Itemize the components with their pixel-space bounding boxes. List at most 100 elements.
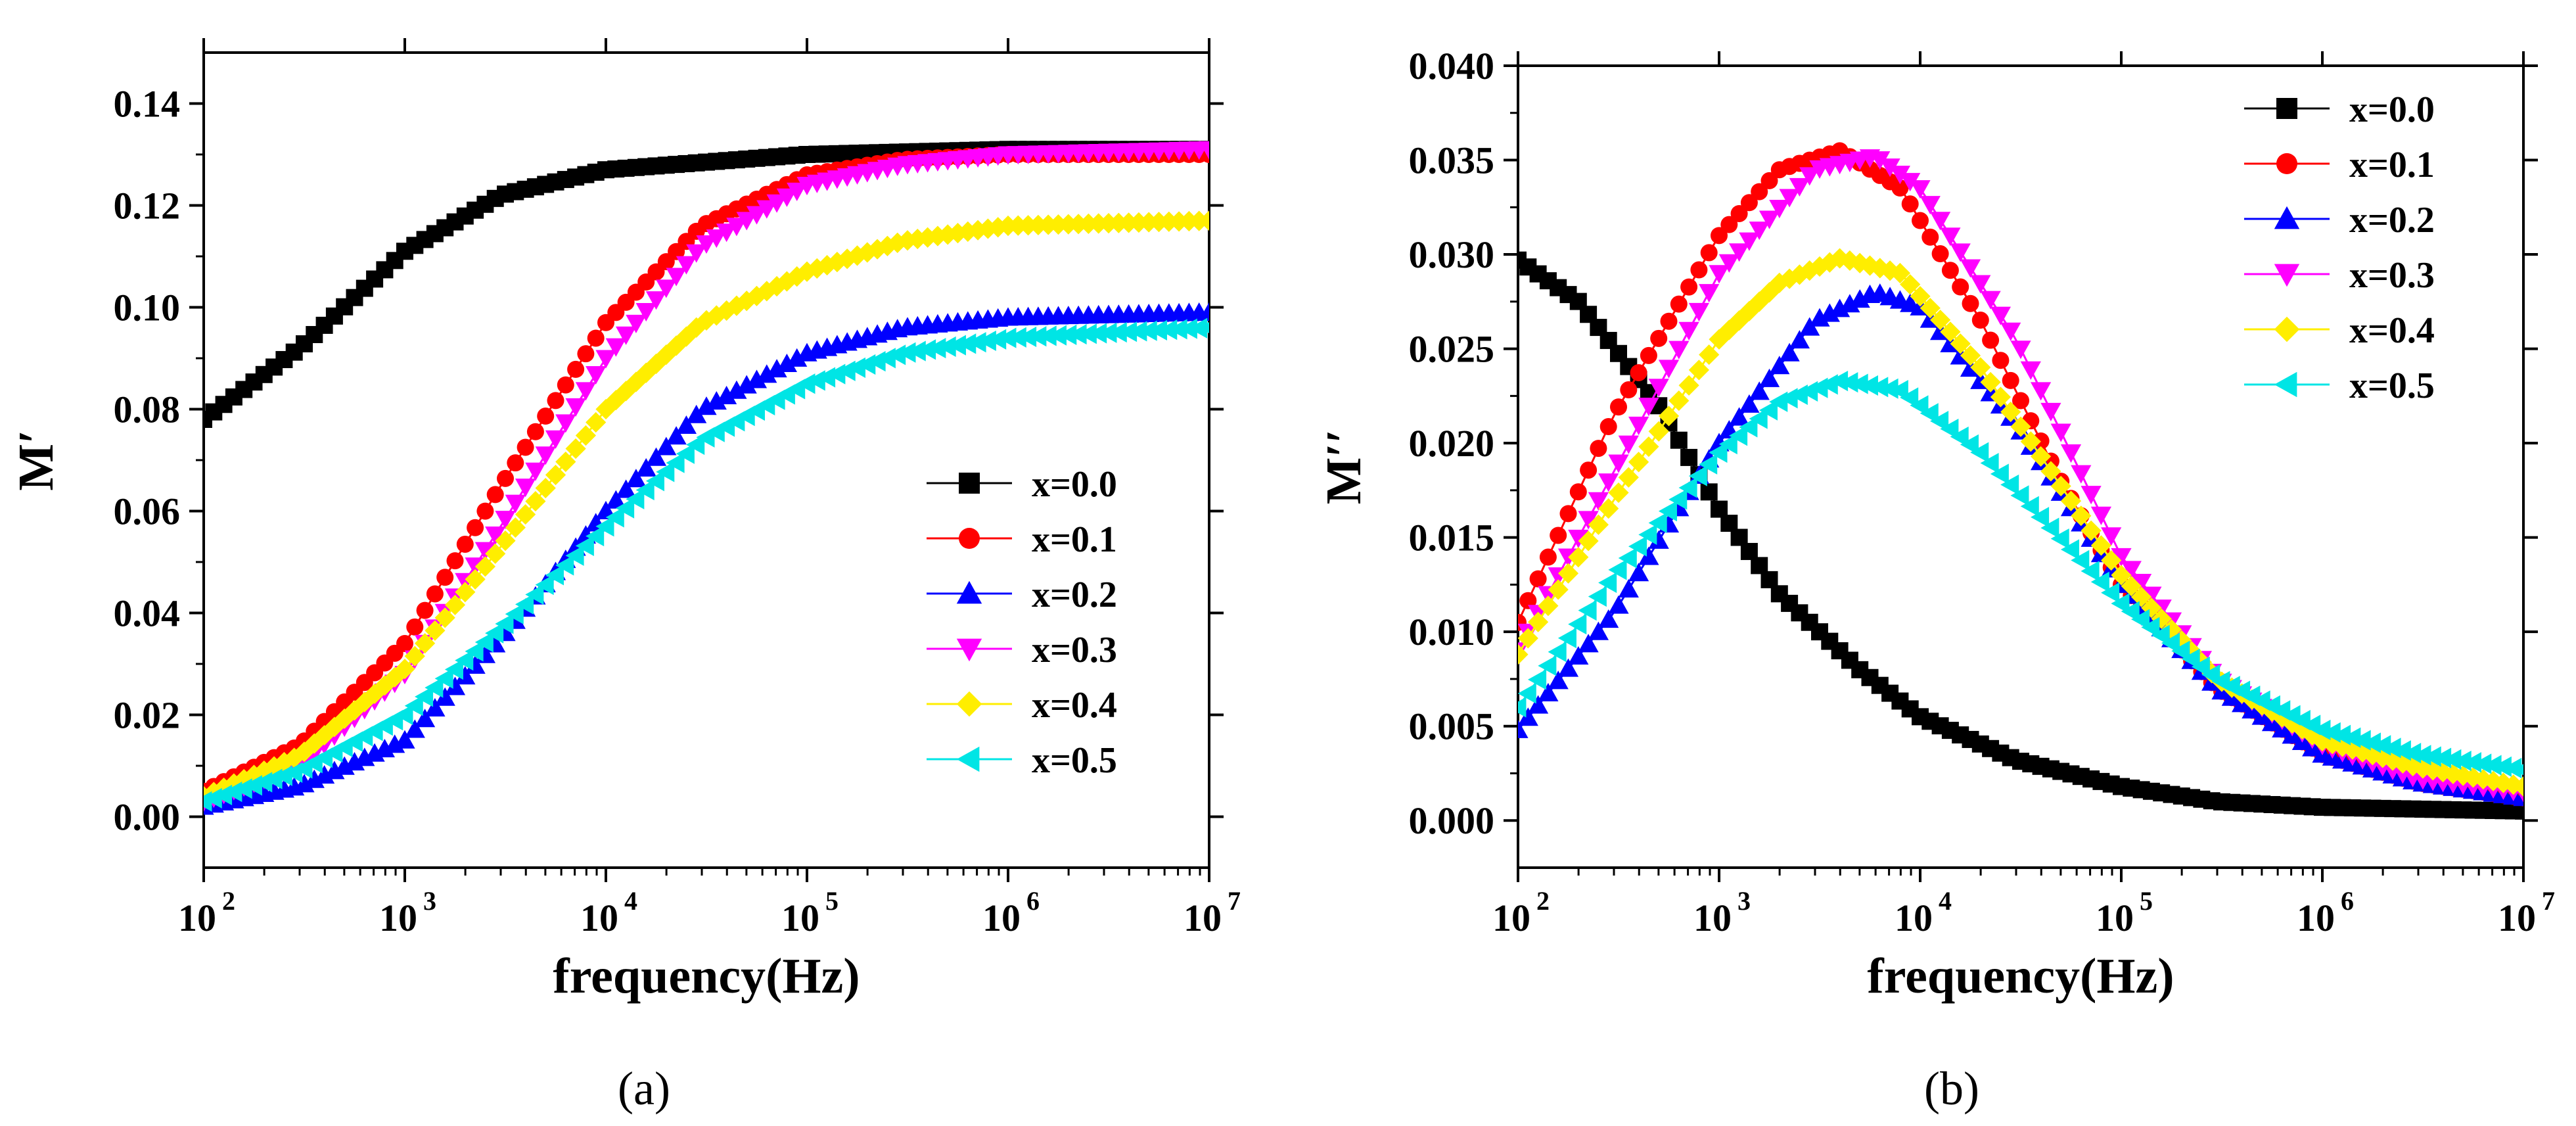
data-point [1578,599,1597,621]
data-point [535,575,554,596]
data-point [1578,634,1599,653]
data-point [1138,320,1157,341]
data-point [1849,373,1868,394]
data-point [555,414,576,433]
data-point [2332,724,2351,745]
data-point [2392,740,2411,761]
y-tick-label: 0.00 [114,796,181,839]
data-point [2161,632,2180,653]
data-point [1910,180,1931,199]
data-point [1720,216,1738,233]
data-point [1598,572,1617,594]
legend-marker [959,528,980,549]
data-point [567,360,585,378]
data-point [415,686,434,707]
data-point [2111,593,2130,614]
data-point [1699,344,1720,365]
data-point [726,380,747,399]
data-point [2002,371,2019,389]
data-point [1599,418,1617,436]
data-point [616,381,637,402]
data-point [1538,655,1557,676]
data-point [1199,321,1209,334]
data-point [1940,227,1961,246]
data-point [1658,360,1680,379]
data-point [1038,325,1057,346]
data-point [2101,582,2120,603]
series-x=0.0 [1518,251,2523,820]
data-point [1829,371,1849,392]
legend-marker [2274,371,2297,398]
data-point [1901,195,1919,213]
data-point [605,490,626,509]
legend-marker [2276,153,2297,174]
data-point [1529,570,1547,588]
data-point [1982,331,2000,349]
data-point [1779,342,1800,362]
data-point [465,569,486,590]
data-point [645,291,667,310]
data-point [1809,308,1830,327]
data-point [1900,274,1921,295]
data-point [1098,213,1119,234]
data-point [2342,739,2363,760]
data-point [1910,286,1931,307]
data-point [2012,392,2029,410]
data-point [2291,718,2312,740]
data-point [1588,621,1609,640]
x-tick-label: 10 [178,897,216,939]
data-point [2362,732,2381,753]
data-point [1799,260,1820,281]
data-point [1168,319,1187,340]
data-point [444,659,463,680]
data-point [1940,321,1961,342]
data-point [676,415,697,434]
data-point [605,390,626,411]
data-point [497,469,514,487]
data-point [444,676,466,695]
data-point [1990,463,2009,484]
data-point [2171,640,2190,661]
data-point [1921,228,1939,246]
data-point [465,655,486,674]
data-point [1839,294,1860,313]
data-point [1819,303,1840,322]
series-x=0.0 [204,141,1209,428]
data-point [515,479,536,498]
x-tick-exponent: 6 [2341,886,2354,916]
legend-label: x=0.1 [2349,145,2435,185]
data-point [505,494,526,513]
data-point [1849,289,1870,308]
data-point [1912,212,1929,229]
data-point [766,359,787,378]
data-point [1670,295,1688,313]
data-point [465,641,484,662]
data-point [2020,431,2041,452]
data-point [635,457,656,477]
data-point [455,666,476,685]
data-point [1518,644,1529,665]
y-tick-label: 0.04 [114,592,181,635]
data-point [2503,757,2522,779]
series-x=0.3 [1518,149,2523,803]
data-point [1678,375,1699,396]
data-point [2101,527,2122,546]
data-point [616,479,637,498]
data-point [666,268,687,287]
data-point [446,552,464,570]
legend-label: x=0.4 [2349,310,2435,351]
data-point [1138,212,1159,233]
data-point [2433,747,2452,768]
data-point [846,245,868,266]
x-tick-label: 10 [379,897,417,939]
data-point [1769,200,1790,219]
data-point [1068,323,1087,345]
data-point [2031,446,2052,467]
data-point [656,344,677,365]
data-point [2181,648,2200,669]
data-point [2060,490,2082,511]
data-point [1729,407,1750,426]
data-point [1159,319,1178,340]
data-point [746,285,768,306]
data-point [1889,166,1910,185]
